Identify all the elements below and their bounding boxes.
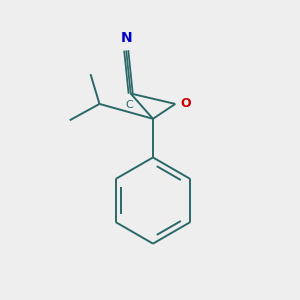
Text: C: C: [125, 100, 133, 110]
Text: N: N: [120, 31, 132, 45]
Text: O: O: [181, 98, 191, 110]
